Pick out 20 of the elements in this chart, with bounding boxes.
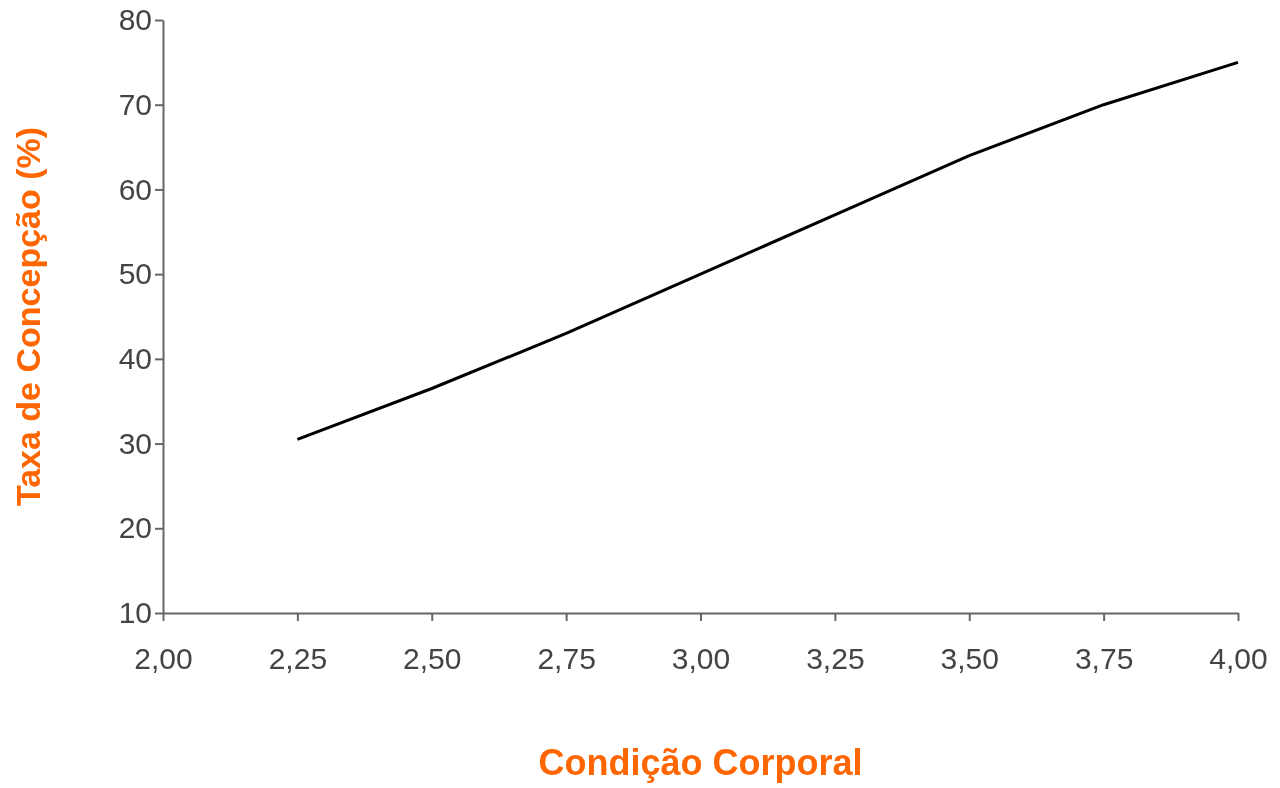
y-tick-label: 30	[118, 426, 152, 460]
x-tick-label: 3,00	[671, 642, 731, 675]
x-tick-label: 3,50	[940, 642, 999, 675]
x-tick-label: 3,75	[1074, 642, 1134, 675]
y-tick-label: 70	[118, 87, 152, 121]
x-tick-label: 2,50	[403, 642, 462, 675]
y-tick-label: 20	[118, 511, 152, 545]
y-tick-label: 50	[118, 257, 152, 291]
y-axis-title: Taxa de Concepção (%)	[9, 126, 47, 507]
x-tick-label: 4,00	[1209, 642, 1268, 675]
y-tick-label: 10	[118, 596, 152, 630]
y-tick-label: 60	[118, 172, 152, 206]
x-tick-label: 3,25	[806, 642, 865, 675]
x-tick-label: 2,00	[134, 642, 193, 675]
line-series	[295, 60, 1240, 441]
x-axis-title: Condição Corporal	[538, 742, 863, 783]
x-tick-label: 2,75	[537, 642, 596, 675]
x-tick-label: 2,25	[268, 642, 328, 675]
y-tick-label: 80	[118, 3, 152, 37]
y-tick-label: 40	[118, 341, 152, 375]
